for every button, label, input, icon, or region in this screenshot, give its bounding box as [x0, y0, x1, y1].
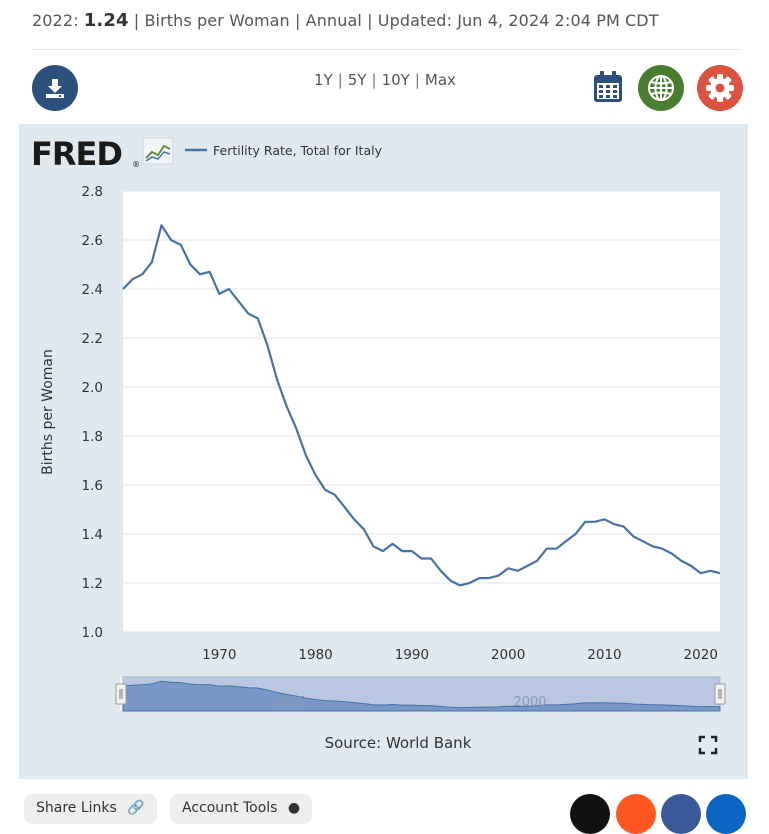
- range-1y-link[interactable]: 1Y: [314, 71, 333, 89]
- calendar-icon: [594, 71, 622, 102]
- latest-period: 2022:: [32, 11, 79, 30]
- fullscreen-button[interactable]: [698, 735, 718, 755]
- units-label: Births per Woman: [144, 11, 290, 30]
- separator: |: [133, 11, 140, 30]
- frequency-label: Annual: [305, 11, 362, 30]
- navigator-handle-left[interactable]: [115, 683, 127, 705]
- range-5y-link[interactable]: 5Y: [347, 71, 367, 89]
- linkedin-share-button[interactable]: [706, 794, 746, 834]
- header-divider: [32, 49, 740, 50]
- x-tick-label: 2000: [491, 647, 525, 663]
- map-button[interactable]: [638, 65, 684, 111]
- x-axis-ticks: 1970 1980 1990 2000 2010 2020: [202, 647, 718, 663]
- user-icon: ●: [287, 800, 301, 816]
- y-axis-ticks: 1.0 1.2 1.4 1.6 1.8 2.0 2.2 2.4 2.6 2.8: [82, 184, 103, 641]
- y-tick-label: 2.0: [82, 380, 103, 396]
- fred-logo-mark: ®: [132, 160, 140, 169]
- navigator-handle-right[interactable]: [714, 683, 726, 705]
- download-button[interactable]: [32, 65, 78, 111]
- y-axis-title: Births per Woman: [40, 349, 56, 475]
- latest-value: 1.24: [83, 10, 129, 31]
- legend-label: Fertility Rate, Total for Italy: [213, 143, 383, 158]
- range-10y-link[interactable]: 10Y: [381, 71, 410, 89]
- series-info-bar: 2022: 1.24 | Births per Woman | Annual |…: [32, 10, 659, 31]
- y-tick-label: 2.6: [82, 233, 103, 249]
- download-icon: [46, 79, 64, 98]
- date-range-links: 1Y | 5Y | 10Y | Max: [314, 71, 456, 89]
- link-icon: 🔗: [127, 800, 145, 816]
- x-tick-label: 1980: [298, 647, 332, 663]
- globe-icon: [648, 75, 674, 101]
- share-links-button[interactable]: Share Links 🔗: [24, 794, 157, 824]
- x-tick-label: 1970: [202, 647, 236, 663]
- fred-logo: FRED: [31, 135, 122, 173]
- fertility-rate-chart: FRED ® Fertility Rate, Total for Italy 1…: [31, 135, 726, 712]
- y-tick-label: 1.4: [82, 527, 103, 543]
- reddit-share-button[interactable]: [616, 794, 656, 834]
- y-tick-label: 1.0: [82, 625, 103, 641]
- plot-area: [123, 191, 720, 632]
- y-tick-label: 1.2: [82, 576, 103, 592]
- gridlines: [123, 190, 720, 633]
- chart-panel: FRED ® Fertility Rate, Total for Italy 1…: [19, 124, 748, 779]
- facebook-share-button[interactable]: [661, 794, 701, 834]
- y-tick-label: 1.8: [82, 429, 103, 445]
- y-tick-label: 2.2: [82, 331, 103, 347]
- y-tick-label: 2.8: [82, 184, 103, 200]
- y-tick-label: 2.4: [82, 282, 103, 298]
- y-tick-label: 1.6: [82, 478, 103, 494]
- account-tools-label: Account Tools: [182, 800, 278, 816]
- fred-logo-chart-icon: [142, 137, 174, 165]
- source-label: Source: World Bank: [324, 734, 472, 752]
- range-separator: |: [337, 71, 343, 89]
- range-separator: |: [371, 71, 377, 89]
- separator: |: [367, 11, 373, 30]
- navigator-series: [122, 680, 721, 712]
- series-line-italy[interactable]: [122, 224, 721, 587]
- x-share-button[interactable]: [570, 794, 610, 834]
- gear-icon: [706, 74, 734, 102]
- navigator-label-1975: 1975: [272, 695, 305, 710]
- x-tick-label: 2010: [587, 647, 621, 663]
- fullscreen-icon: [698, 735, 718, 755]
- separator: |: [294, 11, 301, 30]
- range-navigator[interactable]: 1975 2000: [115, 676, 726, 712]
- account-tools-button[interactable]: Account Tools ●: [170, 794, 313, 824]
- range-max-link[interactable]: Max: [424, 71, 456, 89]
- x-tick-label: 2020: [684, 647, 718, 663]
- range-separator: |: [414, 71, 420, 89]
- share-links-label: Share Links: [36, 800, 117, 816]
- updated-label: Updated: Jun 4, 2024 2:04 PM CDT: [377, 11, 659, 30]
- navigator-label-2000: 2000: [513, 695, 546, 710]
- settings-button[interactable]: [697, 65, 743, 111]
- calendar-button[interactable]: [592, 70, 624, 104]
- x-tick-label: 1990: [395, 647, 429, 663]
